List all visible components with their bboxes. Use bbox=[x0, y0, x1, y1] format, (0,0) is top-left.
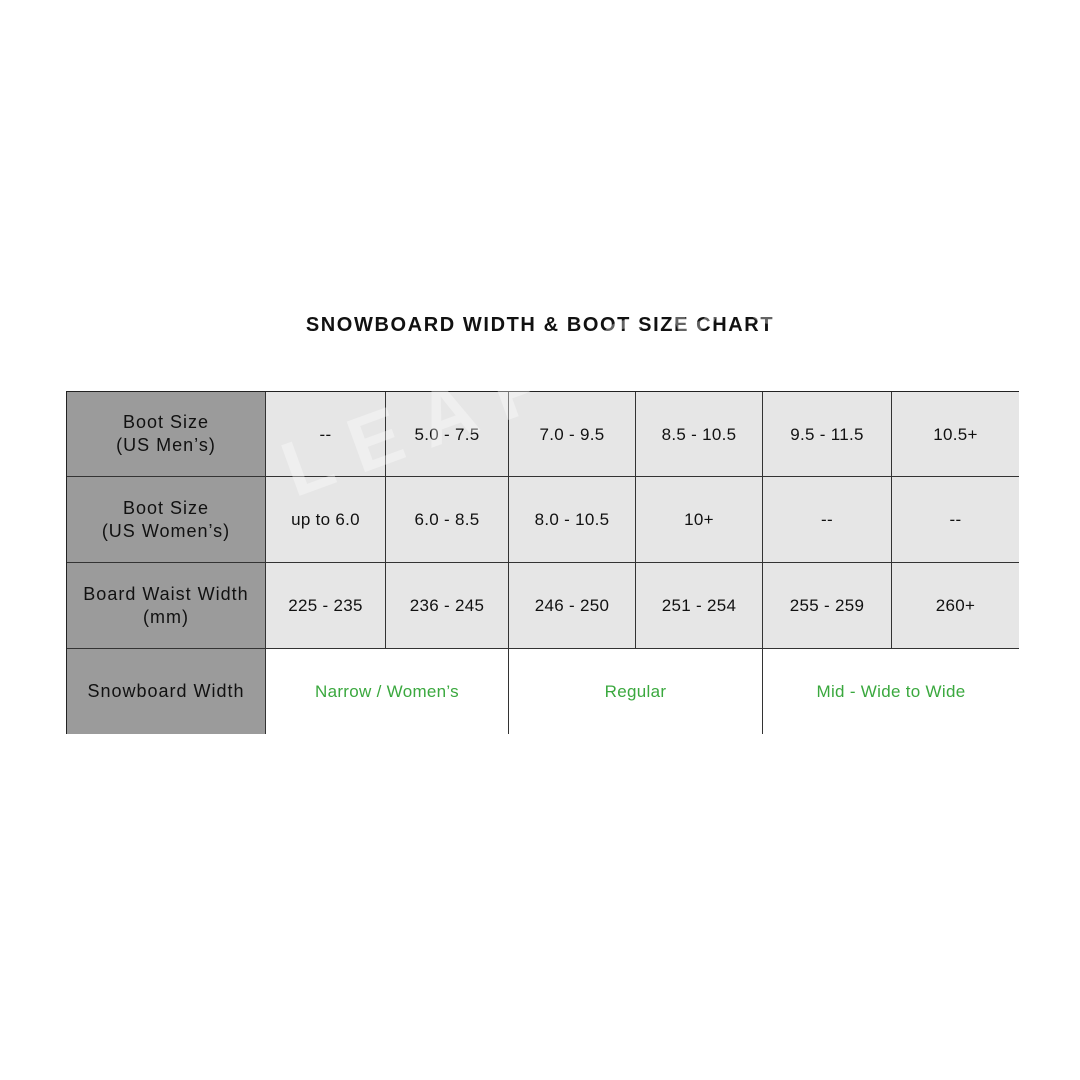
table-cell: 236 - 245 bbox=[386, 563, 509, 649]
table-cell: -- bbox=[763, 477, 892, 563]
table-cell: 7.0 - 9.5 bbox=[509, 392, 636, 477]
table-cell: 246 - 250 bbox=[509, 563, 636, 649]
table-cell: 251 - 254 bbox=[636, 563, 763, 649]
table-cell: 10.5+ bbox=[892, 392, 1019, 477]
table-cell: 9.5 - 11.5 bbox=[763, 392, 892, 477]
table-cell: 10+ bbox=[636, 477, 763, 563]
width-narrow: Narrow / Women’s bbox=[266, 649, 509, 734]
size-chart-table: Boot Size (US Men’s) -- 5.0 - 7.5 7.0 - … bbox=[66, 391, 1019, 734]
row-header-womens: Boot Size (US Women’s) bbox=[67, 477, 266, 563]
table-cell: 5.0 - 7.5 bbox=[386, 392, 509, 477]
table-cell: 260+ bbox=[892, 563, 1019, 649]
table-cell: -- bbox=[892, 477, 1019, 563]
table-cell: 6.0 - 8.5 bbox=[386, 477, 509, 563]
row-header-mens: Boot Size (US Men’s) bbox=[67, 392, 266, 477]
row-header-snowboard-width: Snowboard Width bbox=[67, 649, 266, 734]
table-cell: 225 - 235 bbox=[266, 563, 386, 649]
table-cell: 8.5 - 10.5 bbox=[636, 392, 763, 477]
table-cell: -- bbox=[266, 392, 386, 477]
table-cell: up to 6.0 bbox=[266, 477, 386, 563]
table-cell: 8.0 - 10.5 bbox=[509, 477, 636, 563]
table-cell: 255 - 259 bbox=[763, 563, 892, 649]
chart-title: SNOWBOARD WIDTH & BOOT SIZE CHART bbox=[305, 314, 775, 336]
row-header-waist-width: Board Waist Width (mm) bbox=[67, 563, 266, 649]
width-wide: Mid - Wide to Wide bbox=[763, 649, 1019, 734]
width-regular: Regular bbox=[509, 649, 763, 734]
